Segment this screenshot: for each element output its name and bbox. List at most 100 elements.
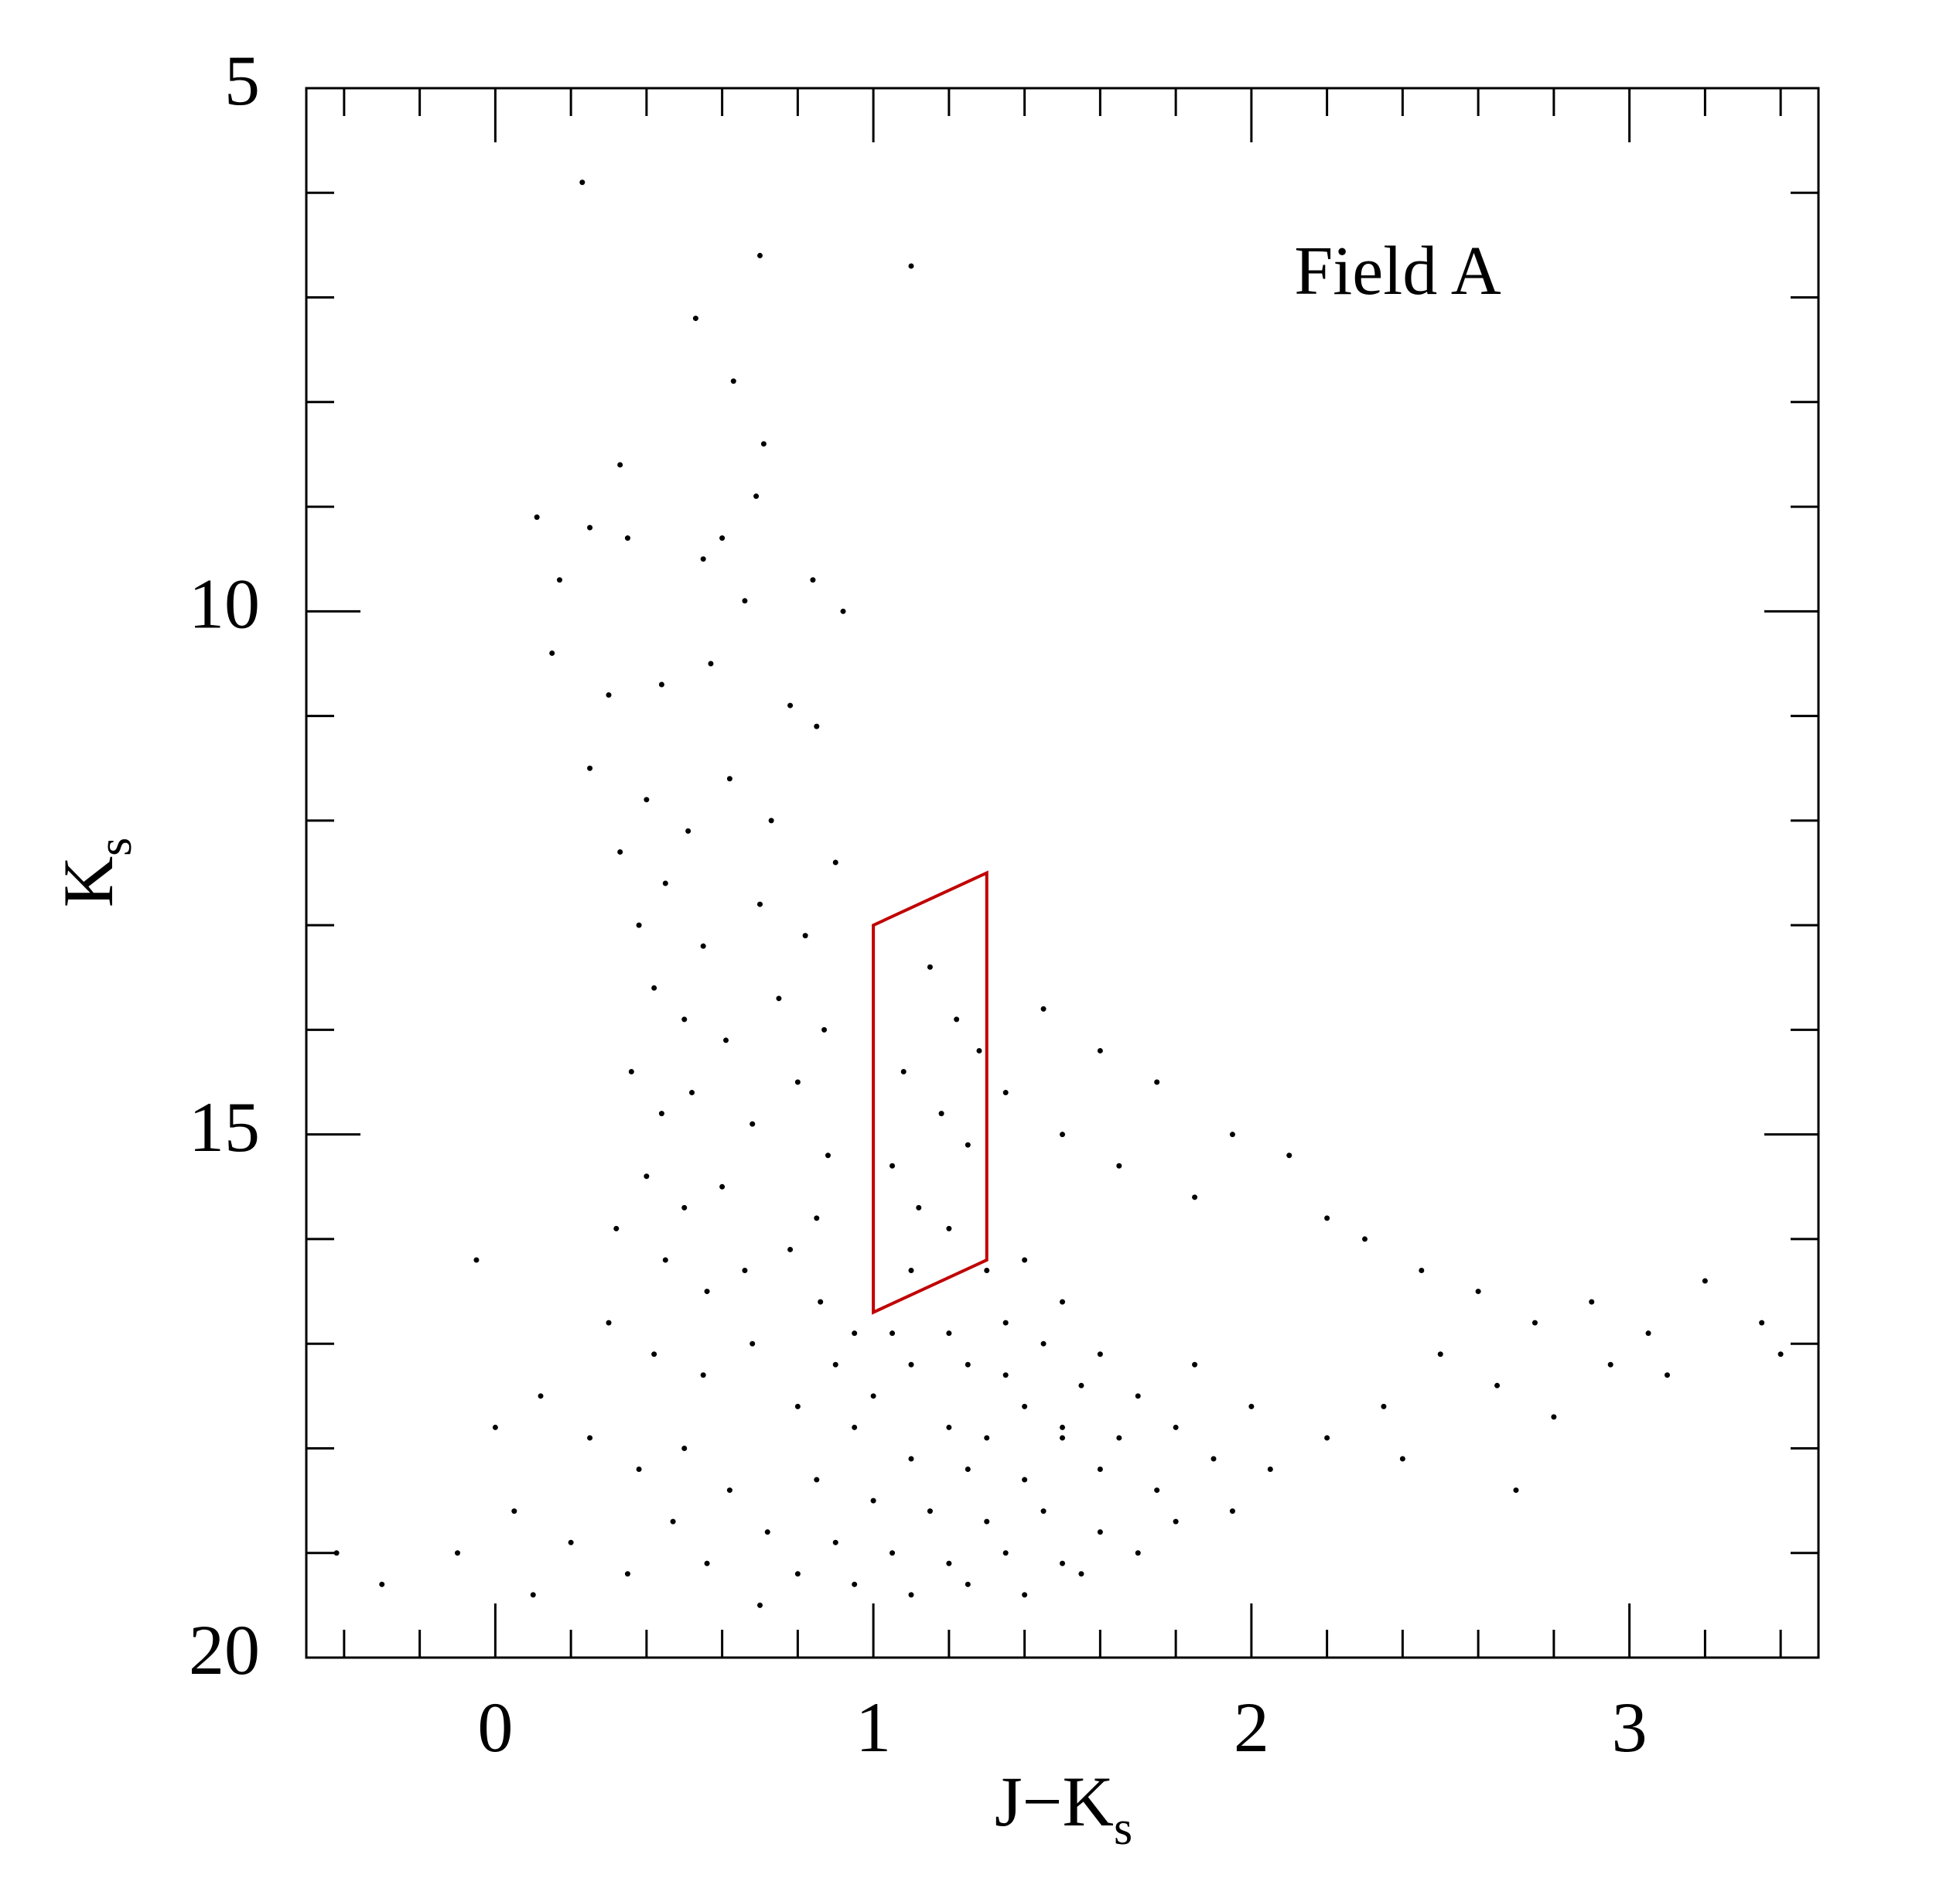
data-point: [742, 598, 748, 604]
data-point: [916, 1204, 922, 1211]
data-point: [870, 1497, 876, 1504]
data-point: [984, 1435, 990, 1441]
data-point: [726, 776, 732, 782]
data-point: [1040, 1006, 1047, 1012]
data-point: [606, 1320, 612, 1326]
data-point: [794, 1403, 801, 1409]
data-point: [1607, 1361, 1613, 1368]
data-point: [757, 901, 763, 907]
data-point: [708, 661, 714, 667]
data-point: [1097, 1529, 1103, 1535]
data-point: [1154, 1487, 1160, 1494]
data-point: [1324, 1435, 1330, 1441]
data-point: [333, 1550, 340, 1556]
data-point: [1494, 1382, 1501, 1388]
data-point: [700, 943, 706, 949]
data-point: [534, 514, 540, 521]
data-point: [1002, 1090, 1009, 1096]
data-point: [455, 1550, 460, 1556]
data-point: [814, 1215, 820, 1221]
data-point: [700, 1372, 706, 1378]
data-point: [606, 692, 612, 698]
data-point: [965, 1581, 971, 1587]
data-point: [742, 1268, 748, 1274]
data-point: [814, 723, 820, 729]
data-point: [1078, 1571, 1084, 1577]
data-point: [927, 964, 933, 970]
y-tick-label: 20: [189, 1610, 260, 1689]
data-point: [1702, 1278, 1708, 1284]
data-point: [658, 1111, 664, 1117]
data-point: [1192, 1361, 1198, 1368]
data-point: [1002, 1320, 1009, 1326]
data-point: [1437, 1351, 1443, 1357]
data-point: [750, 1121, 756, 1127]
x-tick-label: 3: [1612, 1688, 1648, 1767]
data-point: [1173, 1424, 1179, 1430]
data-point: [840, 608, 846, 614]
data-point: [1002, 1550, 1009, 1556]
data-point: [1022, 1257, 1028, 1263]
data-point: [1475, 1289, 1481, 1295]
data-point: [757, 1602, 763, 1608]
data-point: [617, 462, 623, 468]
data-point: [787, 702, 794, 709]
data-point: [726, 1487, 732, 1494]
data-point: [954, 1016, 960, 1023]
data-point: [704, 1289, 710, 1295]
data-point: [587, 524, 593, 531]
data-point: [852, 1581, 858, 1587]
data-point: [908, 1592, 914, 1598]
data-point: [658, 681, 664, 688]
data-point: [852, 1330, 858, 1337]
data-point: [946, 1560, 952, 1566]
data-point: [965, 1467, 971, 1473]
data-point: [908, 1456, 914, 1462]
y-tick-label: 15: [189, 1088, 260, 1166]
data-point: [900, 1069, 907, 1075]
data-point: [1060, 1424, 1065, 1430]
data-point: [1060, 1299, 1065, 1305]
data-point: [624, 1571, 630, 1577]
data-point: [1060, 1560, 1065, 1566]
data-point: [764, 1529, 770, 1535]
data-point: [473, 1257, 480, 1263]
y-axis-label-main: K: [49, 856, 128, 907]
data-point: [890, 1163, 896, 1169]
x-tick-label: 2: [1234, 1688, 1269, 1767]
data-point: [946, 1330, 952, 1337]
data-point: [719, 1183, 726, 1190]
data-point: [692, 316, 698, 322]
data-point: [832, 859, 838, 866]
data-point: [1399, 1456, 1405, 1462]
data-point: [549, 650, 555, 656]
data-point: [976, 1047, 982, 1053]
data-point: [802, 933, 808, 939]
data-point: [908, 1361, 914, 1368]
data-point: [794, 1079, 801, 1085]
data-point: [1097, 1047, 1103, 1053]
x-axis-label-sub: s: [1114, 1802, 1132, 1855]
data-point: [787, 1246, 794, 1252]
selection-region: [872, 870, 989, 1315]
data-point: [946, 1424, 952, 1430]
data-point: [613, 1225, 620, 1231]
x-axis-label-main: J−K: [995, 1762, 1114, 1841]
data-point: [689, 1090, 695, 1096]
data-point: [651, 985, 657, 991]
data-point: [651, 1351, 657, 1357]
data-point: [1229, 1132, 1235, 1138]
data-point: [1135, 1550, 1141, 1556]
data-point: [1040, 1340, 1047, 1347]
data-point: [1060, 1132, 1065, 1138]
data-point: [825, 1153, 831, 1159]
data-point: [776, 995, 782, 1002]
data-point: [1531, 1320, 1538, 1326]
data-point: [757, 252, 763, 258]
data-point: [1192, 1194, 1198, 1200]
data-point: [492, 1424, 498, 1430]
data-point: [681, 1445, 688, 1451]
data-point: [938, 1111, 944, 1117]
x-axis-label: J−Ks: [995, 1762, 1132, 1855]
